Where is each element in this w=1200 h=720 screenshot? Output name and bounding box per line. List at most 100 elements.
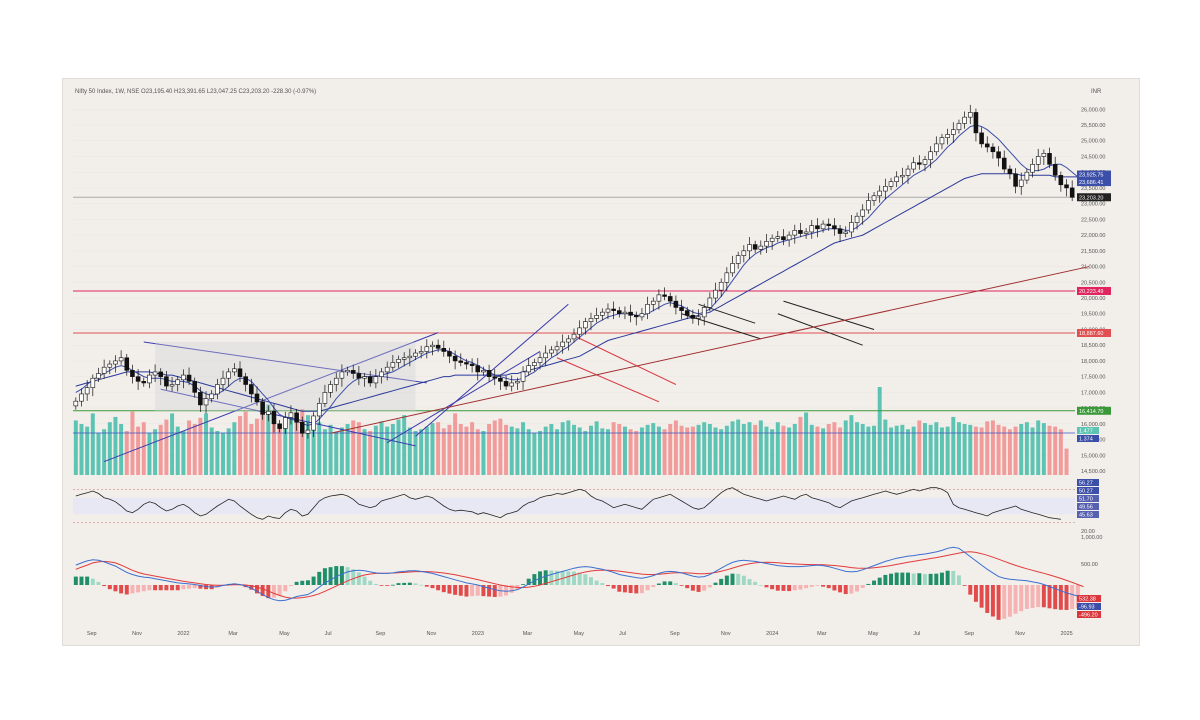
volume-bar bbox=[951, 416, 956, 475]
candle-body bbox=[1069, 187, 1075, 198]
x-tick-label: Sep bbox=[670, 631, 680, 637]
y-tick-label: 18,000.00 bbox=[1081, 359, 1105, 365]
volume-bar bbox=[555, 429, 559, 475]
volume-bar bbox=[288, 412, 293, 475]
candle-body bbox=[1047, 153, 1052, 165]
y-tick-label: 20,000.00 bbox=[1081, 296, 1105, 302]
rsi-pane: 20.00 56.27 50.27 51.70 49.56 45.63 bbox=[73, 479, 1099, 535]
macd-histogram-bar bbox=[158, 585, 163, 591]
volume-bar bbox=[832, 422, 837, 475]
macd-histogram-bar bbox=[413, 583, 418, 585]
candle-body bbox=[628, 311, 633, 316]
candle-body bbox=[900, 175, 905, 178]
price-tag bbox=[1077, 406, 1111, 415]
macd-histogram-bar bbox=[407, 582, 412, 585]
macd-histogram-bar bbox=[283, 585, 288, 592]
volume-bar bbox=[770, 429, 775, 475]
candle-body bbox=[509, 382, 515, 387]
x-tick-label: Jul bbox=[913, 631, 920, 637]
candle-body bbox=[498, 377, 503, 382]
volume-bar bbox=[956, 422, 961, 475]
macd-histogram-bar bbox=[249, 585, 254, 590]
macd-histogram-bar bbox=[662, 581, 667, 585]
volume-bar bbox=[560, 422, 565, 475]
price-tag bbox=[1077, 170, 1111, 179]
volume-bar bbox=[317, 422, 322, 475]
y-tick-label: 16,000.00 bbox=[1081, 422, 1105, 428]
volume-bar bbox=[787, 427, 792, 475]
candle-body bbox=[701, 307, 707, 318]
volume-bar bbox=[441, 428, 446, 475]
candle-body bbox=[84, 387, 90, 395]
macd-histogram-bar bbox=[860, 585, 865, 588]
volume-bar bbox=[1047, 425, 1052, 475]
candle-body bbox=[645, 303, 650, 315]
macd-histogram-bar bbox=[79, 576, 84, 585]
macd-histogram-bar bbox=[872, 580, 877, 585]
volume-bar bbox=[617, 423, 622, 475]
volume-bar bbox=[656, 426, 661, 475]
chart-panel: Nifty 50 Index, 1W, NSE O23,195.40 H23,3… bbox=[62, 78, 1140, 646]
volume-bar bbox=[283, 416, 288, 475]
candle-body bbox=[605, 308, 611, 313]
macd-histogram-bar bbox=[656, 583, 661, 585]
macd-pane: 1,000.00 500.00 532.38 -96.93 -496.20 bbox=[73, 535, 1102, 620]
x-tick-label: Jul bbox=[325, 631, 332, 637]
macd-histogram-bar bbox=[141, 585, 146, 592]
candle-body bbox=[209, 393, 214, 399]
volume-bar bbox=[730, 421, 735, 475]
volume-bar bbox=[758, 420, 763, 475]
candle-body bbox=[90, 377, 96, 388]
falling-wedge-upper bbox=[573, 335, 677, 385]
candle-body bbox=[560, 341, 565, 348]
macd-histogram-bar bbox=[328, 567, 333, 585]
macd-line bbox=[75, 546, 1078, 602]
candle-body bbox=[492, 376, 498, 379]
macd-histogram-bar bbox=[300, 580, 305, 585]
candle-body bbox=[73, 400, 79, 407]
volume-bar bbox=[79, 423, 84, 475]
candle-body bbox=[911, 162, 916, 170]
candle-body bbox=[367, 376, 373, 384]
macd-histogram-bar bbox=[911, 573, 916, 585]
long-trendline bbox=[330, 266, 1090, 434]
volume-bar bbox=[719, 429, 724, 475]
volume-bar bbox=[889, 427, 893, 475]
macd-histogram-bar bbox=[1036, 585, 1041, 608]
candle-body bbox=[775, 236, 781, 239]
macd-histogram-bar bbox=[951, 570, 956, 585]
candle-body bbox=[203, 398, 209, 406]
volume-bar bbox=[339, 427, 344, 475]
volume-bar bbox=[804, 412, 809, 475]
candle-body bbox=[690, 315, 696, 319]
candle-body bbox=[764, 241, 769, 247]
macd-histogram-bar bbox=[170, 585, 175, 591]
macd-histogram-bar bbox=[1047, 585, 1052, 609]
macd-histogram-bar bbox=[334, 566, 339, 585]
y-tick-label: 23,000.00 bbox=[1081, 202, 1105, 208]
candle-body bbox=[803, 231, 809, 234]
macd-histogram-bar bbox=[883, 574, 888, 585]
volume-bar bbox=[1013, 426, 1018, 475]
candle-body bbox=[283, 417, 288, 429]
time-axis: Sep Nov 2022 Mar May Jul Sep Nov 2023 Mar May Jul Se… bbox=[87, 631, 1073, 637]
macd-histogram-bar bbox=[402, 582, 407, 585]
candle-body bbox=[226, 371, 231, 379]
volume-bar bbox=[985, 421, 990, 475]
rsi-y-tick: 20.00 bbox=[1081, 529, 1095, 535]
macd-histogram-bar bbox=[266, 585, 271, 599]
volume-bar bbox=[990, 420, 995, 475]
candle-body bbox=[713, 289, 718, 299]
volume-bar bbox=[175, 426, 180, 475]
macd-histogram-bar bbox=[549, 570, 554, 585]
candlestick-chart[interactable]: Nifty 50 Index, 1W, NSE O23,195.40 H23,3… bbox=[63, 79, 1139, 645]
macd-histogram-bar bbox=[1002, 585, 1007, 619]
macd-histogram-bar bbox=[815, 585, 820, 586]
volume-bar bbox=[147, 432, 152, 475]
x-tick-label: Mar bbox=[523, 631, 533, 637]
macd-histogram-bar bbox=[730, 573, 735, 585]
macd-histogram-bar bbox=[589, 577, 593, 585]
macd-histogram-bar bbox=[419, 584, 424, 586]
x-tick-label: 2023 bbox=[472, 631, 484, 637]
